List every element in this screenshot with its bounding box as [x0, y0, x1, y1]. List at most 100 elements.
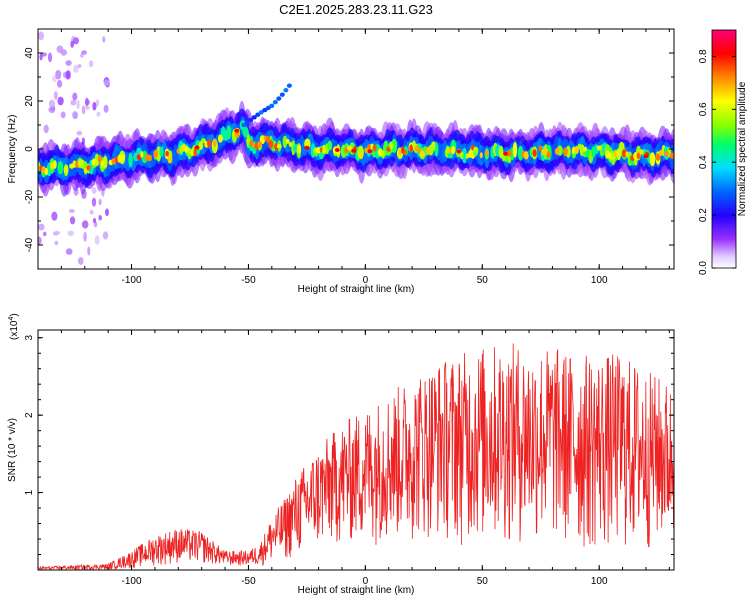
heatmap-noise-cell	[70, 40, 75, 48]
spectrogram-x-ticks: -100 -50 0 50 100	[37, 29, 670, 286]
heatmap-ridge-cell	[52, 160, 57, 169]
heatmap-ridge-cell	[616, 148, 622, 157]
heatmap-noise-cell	[85, 105, 90, 110]
heatmap-noise-cell	[56, 79, 63, 88]
heatmap-ridge-cell	[296, 144, 301, 154]
heatmap-ridge-cell	[563, 147, 568, 157]
heatmap-ridge-cell	[398, 148, 402, 156]
heatmap-ridge-cell	[94, 160, 100, 166]
snr-frame	[37, 329, 675, 571]
heatmap-branch-cell	[258, 110, 264, 115]
heatmap-noise-cell	[73, 37, 80, 45]
heatmap-noise-cell	[65, 60, 72, 66]
heatmap-noise-cell	[68, 208, 75, 214]
heatmap-ridge-cell	[669, 152, 674, 159]
heatmap-noise-cell	[92, 101, 97, 111]
heatmap-ridge-cell	[263, 135, 268, 141]
heatmap-peak-cell	[234, 128, 240, 133]
heatmap-branch-cell	[286, 83, 292, 88]
heatmap-ridge-cell	[103, 155, 108, 169]
heatmap-ridge-cell	[41, 166, 46, 175]
heatmap-noise-cell	[98, 198, 102, 206]
heatmap-peak-cell	[304, 145, 310, 150]
heatmap-noise-cell	[80, 53, 84, 58]
heatmap-noise-cell	[57, 96, 64, 106]
heatmap-ridge-cell	[97, 154, 102, 163]
y-tick-label: 2	[24, 412, 35, 418]
heatmap-branch-cell	[279, 92, 285, 97]
heatmap-ridge-cell	[596, 145, 602, 151]
heatmap-branch-cell	[269, 103, 275, 109]
heatmap-ridge-cell	[190, 148, 195, 157]
heatmap-noise-cell	[105, 208, 109, 217]
colorbar-tick-label: 0.8	[698, 49, 709, 63]
heatmap-ridge-cell	[276, 143, 282, 149]
heatmap-ridge-cell	[412, 140, 416, 149]
x-tick-label: 100	[591, 275, 608, 286]
heatmap-noise-cell	[48, 99, 56, 108]
heatmap-noise-cell	[76, 99, 80, 110]
heatmap-noise-cell	[81, 220, 89, 229]
heatmap-peak-cell	[456, 149, 462, 154]
heatmap-ridge-cell	[468, 150, 473, 159]
heatmap-branch-cell	[272, 100, 278, 105]
heatmap-ridge-cell	[523, 151, 529, 160]
heatmap-ridge-cell	[198, 142, 203, 149]
heatmap-ridge-cell	[128, 152, 133, 168]
x-tick-label: -50	[241, 275, 256, 286]
heatmap-ridge-cell	[136, 154, 142, 161]
heatmap-noise-cell	[77, 64, 82, 69]
heatmap-ridge-cell	[419, 150, 425, 158]
heatmap-ridge-cell	[574, 145, 579, 155]
heatmap-ridge-cell	[484, 150, 489, 156]
y-tick-label: 1	[24, 489, 35, 495]
heatmap-ridge-cell	[417, 147, 422, 153]
heatmap-noise-cell	[92, 217, 97, 224]
heatmap-noise-cell	[94, 235, 100, 245]
heatmap-ridge-cell	[145, 154, 150, 162]
heatmap-ridge-cell	[364, 147, 369, 154]
heatmap-ridge-cell	[664, 150, 669, 157]
heatmap-ridge-cell	[316, 147, 321, 154]
figure-title: C2E1.2025.283.23.11.G23	[279, 2, 433, 17]
heatmap-branch-cell	[265, 105, 271, 111]
snr-series-line	[38, 343, 674, 570]
heatmap-noise-cell	[48, 106, 56, 114]
heatmap-ridge-cell	[249, 139, 253, 146]
heatmap-ridge-cell	[242, 127, 249, 138]
heatmap-ridge-cell	[327, 140, 333, 151]
colorbar-tick-label: 0.2	[698, 208, 709, 222]
heatmap-peak-cell	[194, 145, 200, 150]
heatmap-ridge-cell	[217, 134, 223, 143]
heatmap-ridge-cell	[401, 146, 405, 154]
heatmap-noise-cell	[78, 256, 84, 265]
heatmap-ridge-cell	[167, 155, 173, 164]
snr-multiplier: (x104)	[8, 313, 20, 340]
heatmap-noise-cell	[72, 111, 78, 120]
heatmap-ridge-cell	[165, 150, 169, 157]
heatmap-ridge-cell	[554, 147, 560, 155]
heatmap-ridge-cell	[538, 145, 543, 152]
heatmap-ridge-cell	[507, 150, 512, 157]
heatmap-noise-cell	[53, 91, 58, 100]
heatmap-noise-cell	[56, 45, 64, 54]
heatmap-noise-cell	[103, 79, 110, 86]
heatmap-noise-cell	[103, 104, 109, 113]
heatmap-noise-cell	[87, 246, 91, 256]
heatmap-ridge-cell	[380, 150, 386, 157]
heatmap-ridge-cell	[639, 149, 644, 155]
heatmap-ridge-cell	[207, 139, 212, 148]
heatmap-ridge-cell	[159, 146, 164, 158]
heatmap-ridge-cell	[322, 148, 327, 154]
heatmap-noise-cell	[43, 231, 47, 237]
heatmap-noise-cell	[54, 240, 59, 246]
y-tick-label: 0	[24, 146, 35, 152]
heatmap-ridge-cell	[115, 156, 119, 164]
heatmap-noise-cell	[38, 31, 45, 41]
heatmap-noise-cell	[76, 130, 83, 136]
heatmap-ridge-cell	[78, 159, 83, 167]
heatmap-peak-cell	[367, 149, 373, 154]
heatmap-noise-cell	[102, 36, 106, 43]
snr-x-ticks: -100 -50 0 50 100	[37, 330, 670, 587]
